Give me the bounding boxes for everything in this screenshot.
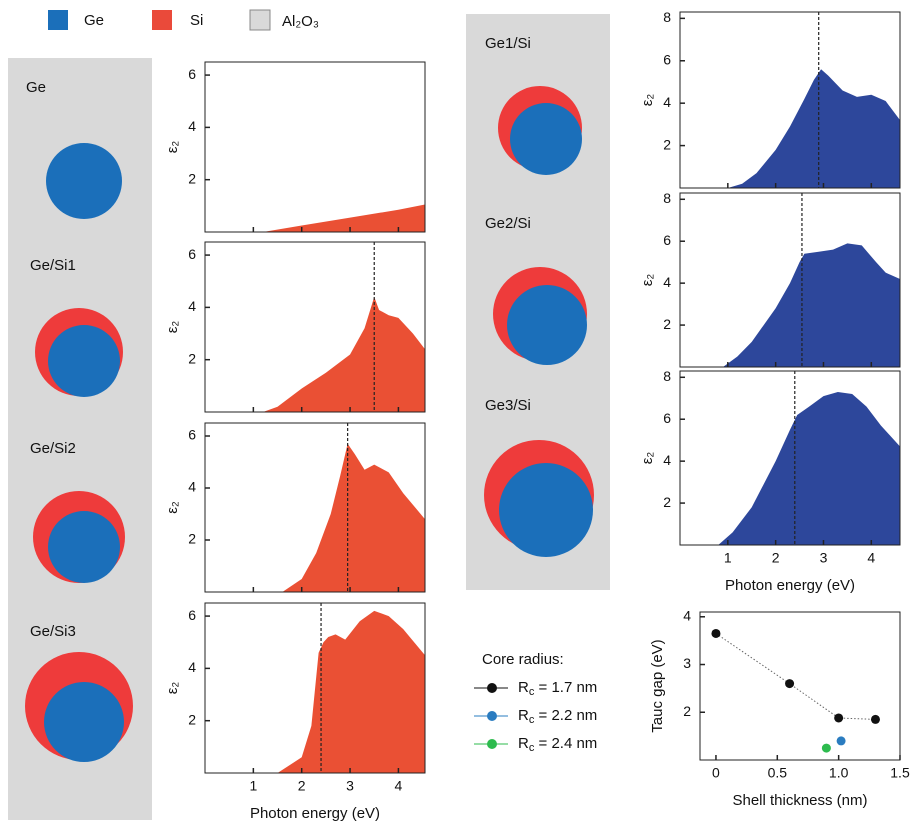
ge-core — [507, 285, 587, 365]
y-tick-label: 2 — [188, 170, 196, 186]
y-tick-label: 2 — [663, 494, 671, 510]
y-tick-label: 8 — [663, 9, 671, 25]
y-tick-label: 4 — [663, 94, 671, 110]
y-tick-label: 3 — [683, 655, 691, 671]
y-tick-label: 4 — [188, 298, 196, 314]
legend-swatch — [48, 10, 68, 30]
area — [680, 392, 900, 545]
x-tick-label: 2 — [772, 550, 780, 566]
x-tick-label: 4 — [867, 550, 875, 566]
point — [785, 679, 794, 688]
ge-core — [48, 325, 120, 397]
legend-marker — [487, 739, 497, 749]
x-tick-label: 0.5 — [768, 765, 788, 781]
structure-label: Ge/Si2 — [30, 440, 76, 457]
series-line — [716, 633, 876, 719]
y-tick-label: 2 — [188, 531, 196, 547]
y-axis-title: ε₂ — [639, 452, 656, 465]
y-tick-label: 6 — [188, 66, 196, 82]
x-tick-label: 1 — [724, 550, 732, 566]
y-tick-label: 6 — [188, 607, 196, 623]
x-tick-label: 3 — [820, 550, 828, 566]
y-tick-label: 6 — [188, 246, 196, 262]
y-tick-label: 2 — [663, 316, 671, 332]
legend-marker — [487, 711, 497, 721]
y-tick-label: 6 — [663, 410, 671, 426]
ge-core — [48, 511, 120, 583]
y-tick-label: 4 — [663, 274, 671, 290]
plot-frame — [205, 62, 425, 232]
y-tick-label: 2 — [683, 703, 691, 719]
legend-marker — [487, 683, 497, 693]
ge-core — [499, 463, 593, 557]
area — [205, 205, 425, 232]
legend-label: Al₂O₃ — [282, 13, 319, 30]
legend-title: Core radius: — [482, 651, 564, 668]
structure-label: Ge1/Si — [485, 35, 531, 52]
y-tick-label: 2 — [188, 711, 196, 727]
point — [837, 736, 846, 745]
ge-core — [510, 103, 582, 175]
area — [680, 69, 900, 188]
x-tick-label: 2 — [298, 778, 306, 794]
y-tick-label: 6 — [663, 51, 671, 67]
x-tick-label: 1.0 — [829, 765, 849, 781]
x-axis-title: Photon energy (eV) — [250, 805, 380, 822]
point — [834, 713, 843, 722]
y-tick-label: 4 — [188, 118, 196, 134]
x-tick-label: 4 — [395, 778, 403, 794]
ge-core — [44, 682, 124, 762]
legend-label: Ge — [84, 12, 104, 29]
figure: Ge Si Al₂O₃ Ge Ge/Si1 Ge/Si2 Ge/Si3 Ge1/… — [0, 0, 914, 828]
y-tick-label: 2 — [663, 136, 671, 152]
point — [711, 629, 720, 638]
structure-label: Ge/Si3 — [30, 623, 76, 640]
y-axis-title: Tauc gap (eV) — [649, 639, 666, 732]
legend-label: Rc = 1.7 nm — [518, 679, 597, 698]
x-tick-label: 1 — [249, 778, 257, 794]
y-axis-title: ε₂ — [164, 141, 181, 154]
legend-swatch — [250, 10, 270, 30]
x-tick-label: 1.5 — [890, 765, 910, 781]
x-tick-label: 3 — [346, 778, 354, 794]
area — [205, 444, 425, 592]
y-tick-label: 4 — [188, 479, 196, 495]
structure-label: Ge/Si1 — [30, 257, 76, 274]
y-tick-label: 8 — [663, 368, 671, 384]
plot-frame — [700, 612, 900, 760]
area — [205, 297, 425, 412]
y-axis-title: ε₂ — [639, 274, 656, 287]
legend-label: Rc = 2.4 nm — [518, 735, 597, 754]
area — [680, 243, 900, 367]
x-tick-label: 0 — [712, 765, 720, 781]
structure-label: Ge3/Si — [485, 397, 531, 414]
ge-core — [46, 143, 122, 219]
area — [205, 611, 425, 773]
y-axis-title: ε₂ — [639, 94, 656, 107]
y-tick-label: 6 — [188, 427, 196, 443]
point — [871, 715, 880, 724]
y-tick-label: 6 — [663, 232, 671, 248]
y-tick-label: 8 — [663, 190, 671, 206]
y-tick-label: 2 — [188, 350, 196, 366]
x-axis-title: Shell thickness (nm) — [732, 792, 867, 809]
structure-label: Ge2/Si — [485, 215, 531, 232]
y-tick-label: 4 — [663, 452, 671, 468]
point — [822, 744, 831, 753]
legend-label: Si — [190, 12, 203, 29]
y-tick-label: 4 — [683, 607, 691, 623]
y-axis-title: ε₂ — [164, 501, 181, 514]
y-tick-label: 4 — [188, 659, 196, 675]
x-axis-title: Photon energy (eV) — [725, 577, 855, 594]
y-axis-title: ε₂ — [164, 321, 181, 334]
legend-swatch — [152, 10, 172, 30]
y-axis-title: ε₂ — [164, 682, 181, 695]
legend-label: Rc = 2.2 nm — [518, 707, 597, 726]
structure-label: Ge — [26, 79, 46, 96]
